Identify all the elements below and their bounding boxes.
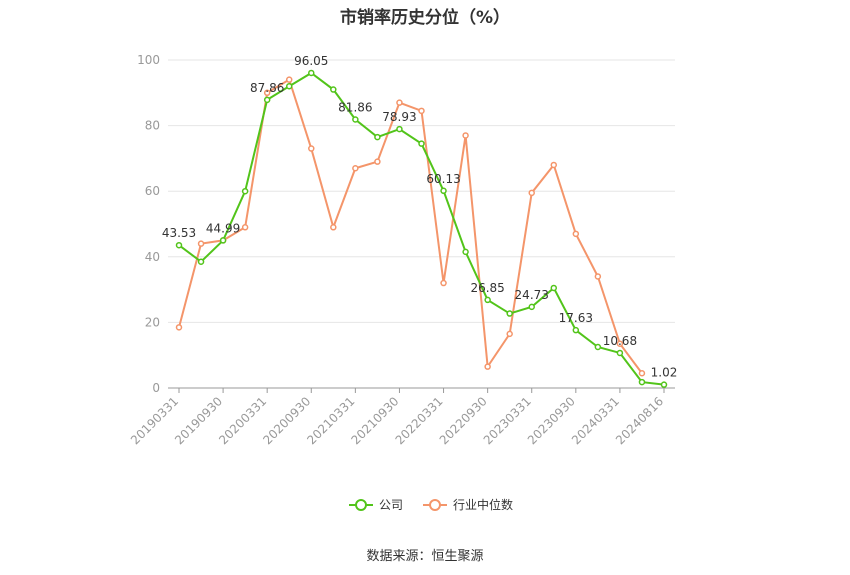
data-point xyxy=(594,273,602,280)
data-source-note: 数据来源：恒生聚源 xyxy=(366,549,484,564)
data-point xyxy=(484,296,491,304)
y-tick-label: 80 xyxy=(145,119,160,133)
data-label: 78.93 xyxy=(382,110,416,124)
data-labels: 43.53 44.99 87.86 96.05 81.86 78.93 60.13 26.85… xyxy=(162,54,678,380)
data-label: 10.68 xyxy=(603,334,637,348)
data-point xyxy=(175,324,183,331)
data-point xyxy=(308,69,315,77)
y-tick-label: 20 xyxy=(145,315,160,329)
data-point xyxy=(594,343,602,351)
data-point xyxy=(506,330,513,338)
legend-item-行业中位数[interactable]: 行业中位数 xyxy=(423,497,513,512)
y-tick-label: 100 xyxy=(137,53,160,67)
data-label: 1.02 xyxy=(651,366,678,380)
data-point xyxy=(638,378,646,386)
data-point xyxy=(506,310,513,317)
data-label: 96.05 xyxy=(294,54,328,68)
data-point xyxy=(330,224,337,231)
y-tick-label: 0 xyxy=(152,381,160,395)
data-point xyxy=(219,237,227,244)
data-point xyxy=(638,369,646,377)
data-point xyxy=(308,145,315,152)
data-point xyxy=(241,224,249,231)
data-label: 24.73 xyxy=(515,288,549,302)
series-layer xyxy=(175,69,668,388)
data-point xyxy=(550,284,558,292)
data-point xyxy=(572,230,580,238)
data-point xyxy=(418,107,425,115)
data-point xyxy=(418,140,425,147)
data-point xyxy=(263,96,271,104)
y-tick-label: 40 xyxy=(145,250,160,264)
data-point xyxy=(197,258,205,265)
data-point xyxy=(462,132,469,139)
data-point xyxy=(462,248,469,256)
series-行业中位数 xyxy=(175,76,646,377)
data-label: 17.63 xyxy=(559,311,593,325)
data-point xyxy=(241,187,249,195)
data-point xyxy=(396,125,403,133)
data-label: 26.85 xyxy=(470,281,504,295)
data-label: 87.86 xyxy=(250,81,284,95)
data-point xyxy=(330,86,337,93)
series-公司 xyxy=(175,69,668,388)
data-point xyxy=(660,381,668,388)
legend-marker xyxy=(429,499,441,511)
data-point xyxy=(374,158,381,165)
data-label: 60.13 xyxy=(426,172,460,186)
series-line xyxy=(178,71,665,386)
data-point xyxy=(528,189,535,197)
data-point xyxy=(572,326,580,334)
data-point xyxy=(263,89,271,97)
data-label: 44.99 xyxy=(206,221,240,235)
data-point xyxy=(528,303,535,311)
y-tick-label: 60 xyxy=(145,184,160,198)
legend[interactable]: 公司 行业中位数 xyxy=(349,497,513,512)
series-line xyxy=(178,78,643,374)
data-point xyxy=(616,349,624,357)
data-point xyxy=(197,240,205,247)
data-point xyxy=(352,164,359,172)
x-tick-label: 20240816 xyxy=(613,394,666,447)
chart-title: 市销率历史分位（%） xyxy=(339,8,511,28)
data-point xyxy=(285,82,293,90)
data-label: 43.53 xyxy=(162,226,196,240)
legend-label: 行业中位数 xyxy=(453,497,513,512)
data-point xyxy=(440,279,447,287)
data-point xyxy=(285,76,293,83)
legend-marker xyxy=(355,499,367,511)
legend-label: 公司 xyxy=(379,498,403,512)
data-point xyxy=(616,340,624,347)
data-point xyxy=(550,161,558,169)
y-axis: 0 20 40 60 80 100 xyxy=(137,53,160,395)
data-point xyxy=(440,187,447,195)
data-point xyxy=(374,133,381,141)
data-point xyxy=(352,116,359,123)
legend-item-公司[interactable]: 公司 xyxy=(349,498,403,512)
data-point xyxy=(484,363,491,370)
data-point xyxy=(396,99,403,106)
data-label: 81.86 xyxy=(338,100,372,114)
x-axis: 2019033120190930202003312020093020210331… xyxy=(128,387,675,447)
data-point xyxy=(175,241,183,249)
